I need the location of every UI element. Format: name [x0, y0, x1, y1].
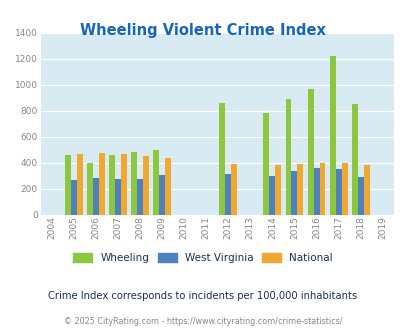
Text: © 2025 CityRating.com - https://www.cityrating.com/crime-statistics/: © 2025 CityRating.com - https://www.city… — [64, 317, 341, 326]
Bar — [131, 152, 136, 214]
Bar — [115, 179, 121, 214]
Legend: Wheeling, West Virginia, National: Wheeling, West Virginia, National — [69, 249, 336, 267]
Bar — [219, 103, 225, 214]
Bar — [357, 177, 363, 215]
Bar — [136, 180, 143, 214]
Bar — [143, 155, 149, 214]
Text: Crime Index corresponds to incidents per 100,000 inhabitants: Crime Index corresponds to incidents per… — [48, 291, 357, 301]
Bar — [93, 179, 98, 214]
Bar — [297, 164, 303, 214]
Bar — [98, 153, 104, 214]
Bar — [335, 169, 341, 214]
Bar — [225, 174, 231, 214]
Bar — [263, 114, 269, 214]
Bar — [351, 104, 357, 214]
Bar — [153, 150, 159, 214]
Bar — [319, 163, 325, 215]
Text: Wheeling Violent Crime Index: Wheeling Violent Crime Index — [80, 23, 325, 38]
Bar — [269, 176, 275, 214]
Bar — [121, 154, 126, 214]
Bar — [70, 180, 77, 214]
Bar — [159, 175, 164, 214]
Bar — [307, 89, 313, 214]
Bar — [313, 168, 319, 215]
Bar — [285, 99, 291, 214]
Bar — [363, 165, 369, 214]
Bar — [77, 154, 83, 214]
Bar — [329, 56, 335, 214]
Bar — [87, 163, 93, 215]
Bar — [231, 164, 237, 214]
Bar — [109, 155, 115, 214]
Bar — [65, 154, 70, 214]
Bar — [291, 172, 297, 214]
Bar — [275, 165, 281, 214]
Bar — [164, 158, 171, 215]
Bar — [341, 163, 347, 215]
